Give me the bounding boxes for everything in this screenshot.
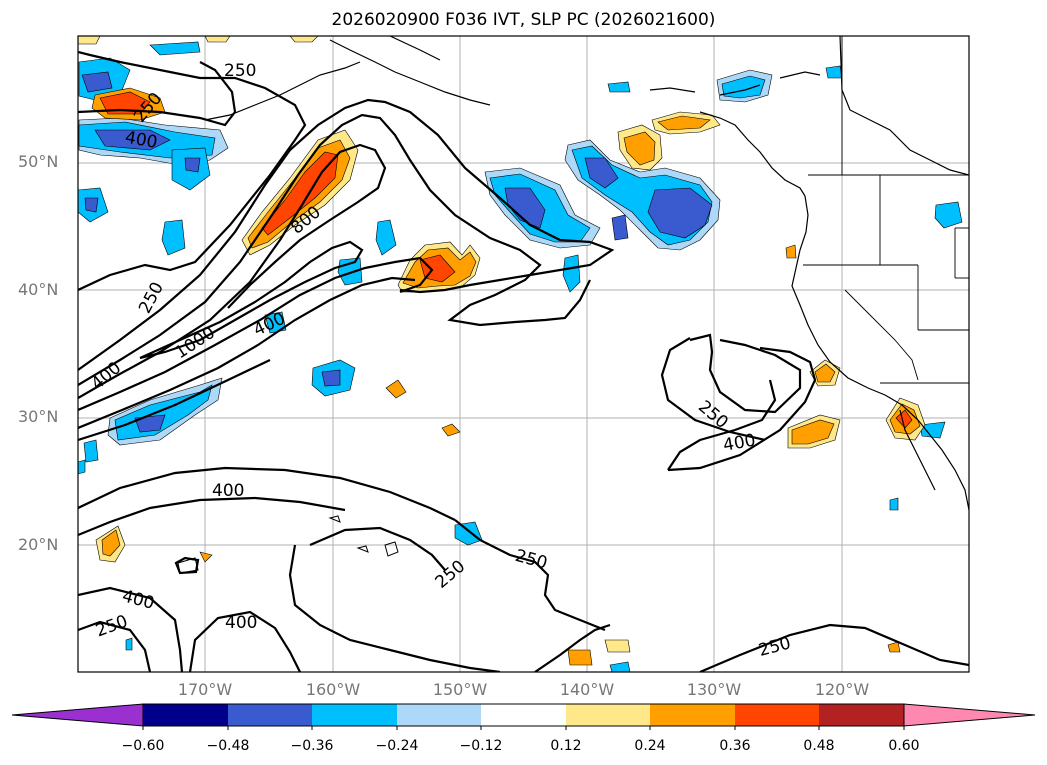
colorbar-tick: −0.36: [290, 738, 334, 754]
lat-label-20n: 20°N: [18, 535, 59, 554]
colorbar-tick: 0.24: [634, 738, 666, 754]
colorbar-extend-low: [11, 703, 144, 727]
negative-anomaly-patches: [78, 41, 963, 672]
colorbar: [11, 703, 1036, 730]
colorbar-segment: [735, 704, 819, 726]
colorbar-tick: −0.48: [206, 738, 250, 754]
colorbar-tick: 0.36: [719, 738, 751, 754]
colorbar-segment: [650, 704, 735, 726]
colorbar-tick: −0.60: [121, 738, 165, 754]
lon-label-120w: 120°W: [814, 680, 870, 699]
lon-label-140w: 140°W: [559, 680, 615, 699]
lon-label-160w: 160°W: [305, 680, 361, 699]
colorbar-tick: 0.48: [803, 738, 835, 754]
colorbar-segment: [397, 704, 481, 726]
slp-contours: [78, 50, 969, 672]
colorbar-segment: [481, 704, 566, 726]
contour-label: 400: [225, 613, 257, 633]
colorbar-extend-high: [903, 703, 1036, 727]
positive-anomaly-patches: [78, 36, 926, 666]
lat-label-30n: 30°N: [18, 407, 59, 426]
colorbar-segment: [566, 704, 650, 726]
chart-title: 2026020900 F036 IVT, SLP PC (2026021600): [331, 10, 716, 30]
lat-label-50n: 50°N: [18, 152, 59, 171]
map-frame: [77, 35, 970, 673]
lon-label-130w: 130°W: [686, 680, 742, 699]
colorbar-tick: 0.12: [550, 738, 582, 754]
colorbar-frame: [142, 703, 905, 727]
colorbar-tick: −0.24: [375, 738, 419, 754]
colorbar-tick: −0.12: [459, 738, 503, 754]
lon-label-150w: 150°W: [432, 680, 488, 699]
colorbar-tick: 0.60: [888, 738, 920, 754]
contour-label: 250: [224, 61, 256, 81]
state-borders: [803, 36, 969, 384]
colorbar-segment: [228, 704, 312, 726]
lon-label-170w: 170°W: [177, 680, 233, 699]
lat-label-40n: 40°N: [18, 280, 59, 299]
map-background: [78, 36, 969, 672]
contour-label: 400: [212, 481, 244, 501]
colorbar-segment: [819, 704, 904, 726]
colorbar-segment: [312, 704, 397, 726]
colorbar-segment: [143, 704, 228, 726]
